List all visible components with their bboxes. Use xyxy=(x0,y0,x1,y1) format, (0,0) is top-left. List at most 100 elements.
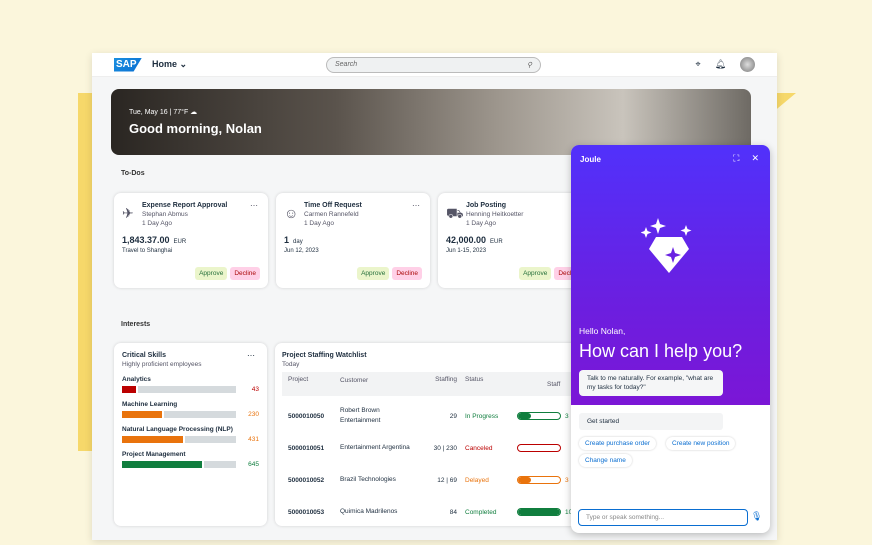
home-menu[interactable]: Home ⌄ xyxy=(152,59,187,70)
todo-unit: EUR xyxy=(490,239,503,245)
joule-input[interactable]: Type or speak something... xyxy=(578,509,748,526)
status: Canceled xyxy=(465,444,493,452)
chip-change-name[interactable]: Change name xyxy=(579,454,632,467)
fullscreen-icon[interactable]: ⛶ xyxy=(733,153,740,163)
table-row[interactable]: 5000010053 Quimica Madrilenos 84 Complet… xyxy=(282,496,588,528)
todo-card[interactable]: ✈ ⋯ Expense Report Approval Stephan Abmu… xyxy=(114,193,268,288)
skill-value: 230 xyxy=(248,411,259,418)
todo-detail: Jun 1-15, 2023 xyxy=(446,248,487,254)
staffing-watchlist-card: Project Staffing Watchlist Today Project… xyxy=(275,343,595,526)
staffing: 29 xyxy=(449,412,457,420)
hero-banner: Tue, May 16 | 77°F ☁ Good morning, Nolan xyxy=(111,89,751,155)
interests-heading: Interests xyxy=(121,321,151,328)
search-input[interactable]: Search ⚲ xyxy=(326,57,541,73)
skill-item: Machine Learning 230 xyxy=(122,401,259,418)
column-header[interactable]: Project xyxy=(288,376,309,383)
skill-item: Project Management 645 xyxy=(122,451,259,468)
customer: Entertainment Argentina xyxy=(340,443,410,451)
todo-amount: 1,843.37.00 xyxy=(122,235,170,245)
todo-title: Time Off Request xyxy=(304,202,362,209)
home-label: Home xyxy=(152,59,178,69)
chevron-down-icon: ⌄ xyxy=(179,59,188,69)
customer: Brazil Technologies xyxy=(340,475,396,483)
joule-diamond-icon xyxy=(641,218,692,273)
staffing: 84 xyxy=(449,508,457,516)
joule-panel: Joule ⛶ ✕ Hello Nolan, How can I help you… xyxy=(571,145,770,533)
customer: Robert Brown Entertainment xyxy=(340,406,381,424)
status: Delayed xyxy=(465,476,489,484)
joule-headline: How can I help you? xyxy=(579,341,743,361)
avatar[interactable] xyxy=(740,57,755,72)
chip-create-new-position[interactable]: Create new position xyxy=(666,437,736,450)
skill-bar xyxy=(122,411,236,418)
progress-value: 10 xyxy=(565,508,573,516)
decline-button[interactable]: Decline xyxy=(392,267,422,280)
more-icon[interactable]: ⋯ xyxy=(247,351,255,360)
date-weather: Tue, May 16 | 77°F xyxy=(129,109,189,116)
joule-hello: Hello Nolan, xyxy=(579,326,626,336)
todo-amount: 1 xyxy=(284,235,290,245)
todo-title: Expense Report Approval xyxy=(142,202,228,209)
skill-bar xyxy=(122,436,236,443)
project-id: 5000010053 xyxy=(288,508,325,516)
todo-title: Job Posting xyxy=(466,202,507,209)
todo-detail: Travel to Shanghai xyxy=(122,248,173,254)
column-header[interactable]: Staff xyxy=(547,380,561,388)
more-icon[interactable]: ⋯ xyxy=(412,201,420,210)
skill-name: Machine Learning xyxy=(122,401,178,408)
column-header[interactable]: Status xyxy=(465,376,484,383)
close-icon[interactable]: ✕ xyxy=(751,153,759,163)
more-icon[interactable]: ⋯ xyxy=(250,201,258,210)
card-subtitle: Today xyxy=(282,361,300,368)
project-id: 5000010051 xyxy=(288,444,325,452)
column-header[interactable]: Staffing xyxy=(435,376,457,383)
joule-tip: Talk to me naturally. For example, "what… xyxy=(579,370,723,397)
todo-age: 1 Day Ago xyxy=(466,220,496,227)
staffing-progress xyxy=(517,508,561,516)
skill-item: Natural Language Processing (NLP) 431 xyxy=(122,426,259,443)
card-title: Critical Skills xyxy=(122,352,166,359)
skill-name: Project Management xyxy=(122,451,186,458)
todo-unit: EUR xyxy=(173,239,187,245)
staffing-progress xyxy=(517,476,561,484)
todos-heading: To-Dos xyxy=(121,170,145,177)
project-id: 5000010050 xyxy=(288,412,325,420)
bell-icon[interactable]: 🔔︎ xyxy=(714,59,726,69)
approve-button[interactable]: Approve xyxy=(195,267,228,280)
skill-value: 645 xyxy=(248,461,259,468)
search-icon[interactable]: ⚲ xyxy=(526,62,532,69)
progress-value: 3 xyxy=(565,412,569,420)
skill-name: Natural Language Processing (NLP) xyxy=(122,426,233,433)
status: Completed xyxy=(465,508,497,516)
todo-card[interactable]: ☺ ⋯ Time Off Request Carmen Rannefeld 1 … xyxy=(276,193,430,288)
location-icon[interactable]: ⌖ xyxy=(695,59,701,69)
decline-button[interactable]: Decline xyxy=(230,267,260,280)
input-placeholder: Type or speak something... xyxy=(586,514,665,521)
card-title: Project Staffing Watchlist xyxy=(282,352,367,359)
table-header: Project Customer Staffing Status Staff xyxy=(282,372,588,396)
table-row[interactable]: 5000010050 Robert Brown Entertainment 29… xyxy=(282,400,588,432)
card-subtitle: Highly proficient employees xyxy=(122,361,202,368)
critical-skills-card: Critical Skills Highly proficient employ… xyxy=(114,343,267,526)
column-header[interactable]: Customer xyxy=(340,377,369,384)
microphone-icon[interactable]: 🎙︎ xyxy=(751,511,763,521)
table-row[interactable]: 5000010051 Entertainment Argentina 30 | … xyxy=(282,432,588,464)
person-icon: ☺ xyxy=(284,205,299,221)
approve-button[interactable]: Approve xyxy=(357,267,390,280)
status: In Progress xyxy=(465,412,499,420)
project-id: 5000010052 xyxy=(288,476,325,484)
todo-age: 1 Day Ago xyxy=(304,220,334,227)
table-row[interactable]: 5000010052 Brazil Technologies 12 | 69 D… xyxy=(282,464,588,496)
chip-create-purchase-order[interactable]: Create purchase order xyxy=(579,437,657,450)
approve-button[interactable]: Approve xyxy=(519,267,552,280)
staffing-progress xyxy=(517,444,561,452)
sap-logo[interactable]: SAP xyxy=(114,57,142,72)
skill-name: Analytics xyxy=(122,376,151,383)
staffing-progress xyxy=(517,412,561,420)
todo-card[interactable]: ⛟ ⋯ Job Posting Henning Heitkoetter 1 Da… xyxy=(438,193,592,288)
airplane-icon: ✈ xyxy=(122,205,134,221)
staffing: 30 | 230 xyxy=(433,444,457,452)
todo-age: 1 Day Ago xyxy=(142,220,172,227)
todo-person: Henning Heitkoetter xyxy=(466,211,524,218)
cloud-icon: ☁ xyxy=(190,109,198,116)
